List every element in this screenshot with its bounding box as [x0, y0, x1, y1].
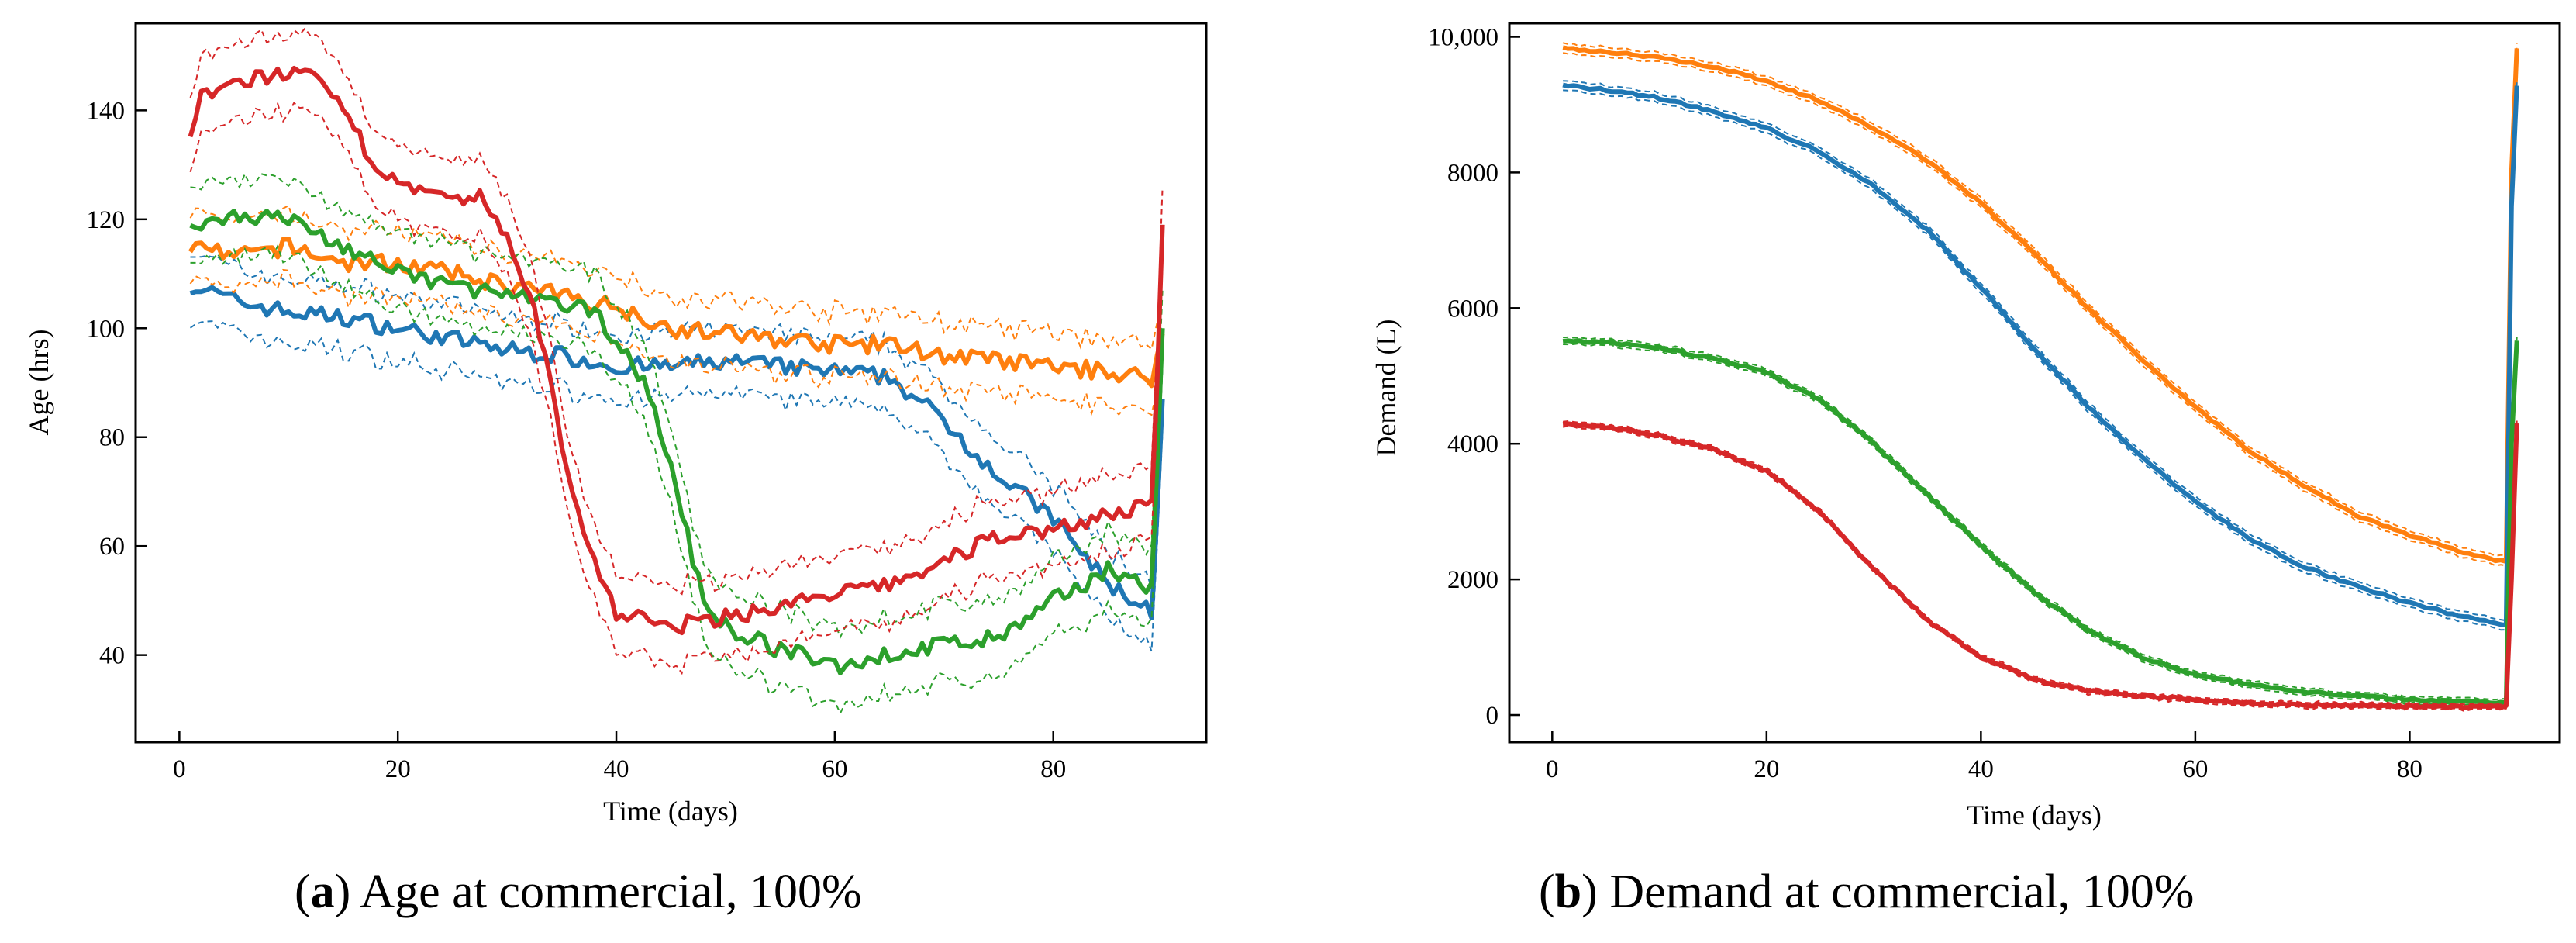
- demand-blue-series-line: [1562, 82, 2519, 628]
- age-blue-series-line: [189, 285, 1165, 620]
- age-x-tick-label: 80: [1040, 755, 1066, 783]
- caption-b-letter: b: [1554, 865, 1582, 918]
- demand-red-series-line: [1562, 421, 2519, 710]
- age-y-tick-label: 40: [99, 642, 125, 670]
- demand-y-axis-label: Demand (L): [1371, 320, 1402, 457]
- age-ticks-layer: 0 20 40 60 80 40 60 80 100 120 140: [87, 97, 1067, 783]
- demand-y-tick-label: 10,000: [1428, 23, 1498, 51]
- demand-y-tick-label: 4000: [1447, 430, 1498, 458]
- age-y-tick-label: 80: [99, 424, 125, 452]
- demand-red-lower-band: [1562, 425, 2518, 712]
- age-blue-upper-band: [190, 254, 1164, 589]
- age-y-tick-label: 60: [99, 533, 125, 561]
- demand-x-tick-label: 80: [2397, 755, 2423, 783]
- age-orange-lower-band: [189, 268, 1164, 416]
- age-green-series-line: [189, 209, 1165, 675]
- demand-x-tick-label: 20: [1754, 755, 1779, 783]
- age-blue-lower-band: [189, 320, 1164, 652]
- age-x-tick-label: 0: [173, 755, 186, 783]
- age-y-tick-label: 140: [87, 97, 126, 125]
- demand-blue-upper-band: [1563, 80, 2518, 622]
- age-y-tick-label: 100: [87, 315, 126, 343]
- age-red-lower-band: [189, 101, 1164, 675]
- demand-series-layer: [1562, 42, 2519, 712]
- demand-y-tick-label: 2000: [1447, 566, 1498, 594]
- caption-a: (a) Age at commercial, 100%: [295, 865, 862, 918]
- age-red-upper-band: [189, 26, 1164, 596]
- age-y-tick-label: 120: [87, 206, 126, 234]
- age-x-tick-label: 20: [385, 755, 411, 783]
- demand-y-tick-label: 0: [1486, 702, 1499, 730]
- age-x-axis-label: Time (days): [603, 796, 738, 827]
- demand-x-tick-label: 60: [2182, 755, 2208, 783]
- demand-green-lower-band: [1563, 342, 2518, 708]
- demand-orange-series-line: [1562, 45, 2519, 564]
- demand-green-series-line: [1562, 338, 2519, 706]
- demand-plot-frame: [1508, 22, 2561, 744]
- age-plot-frame: [134, 22, 1208, 744]
- demand-green-upper-band: [1563, 336, 2518, 701]
- demand-y-tick-label: 8000: [1447, 159, 1498, 187]
- caption-a-letter: a: [310, 865, 335, 918]
- demand-ticks-layer: 0 20 40 60 80 0 2000 4000 6000 8000 10,000: [1428, 23, 2423, 783]
- age-red-series-line: [188, 65, 1165, 636]
- age-green-upper-band: [190, 171, 1164, 640]
- caption-b-text: Demand at commercial, 100%: [1609, 865, 2195, 918]
- caption-a-text: Age at commercial, 100%: [360, 865, 862, 918]
- demand-blue-lower-band: [1563, 89, 2518, 631]
- demand-y-tick-label: 6000: [1447, 295, 1498, 323]
- demand-orange-upper-band: [1562, 42, 2518, 558]
- age-chart: 0 20 40 60 80 40 60 80 100 120 140 Time (days) Age…: [23, 22, 1208, 827]
- demand-red-upper-band: [1562, 420, 2518, 706]
- demand-chart: 0 20 40 60 80 0 2000 4000 6000 8000 10,000 Time (d…: [1371, 22, 2561, 831]
- demand-x-axis-label: Time (days): [1967, 800, 2102, 831]
- demand-x-tick-label: 0: [1546, 755, 1559, 783]
- caption-b: (b) Demand at commercial, 100%: [1539, 865, 2195, 918]
- age-y-axis-label: Age (hrs): [23, 330, 54, 436]
- age-x-tick-label: 60: [822, 755, 847, 783]
- age-orange-upper-band: [189, 204, 1164, 351]
- age-x-tick-label: 40: [604, 755, 629, 783]
- age-series-layer: [188, 26, 1165, 716]
- demand-orange-lower-band: [1562, 52, 2518, 567]
- age-orange-series-line: [188, 237, 1165, 389]
- demand-x-tick-label: 40: [1968, 755, 1994, 783]
- age-green-lower-band: [190, 244, 1164, 716]
